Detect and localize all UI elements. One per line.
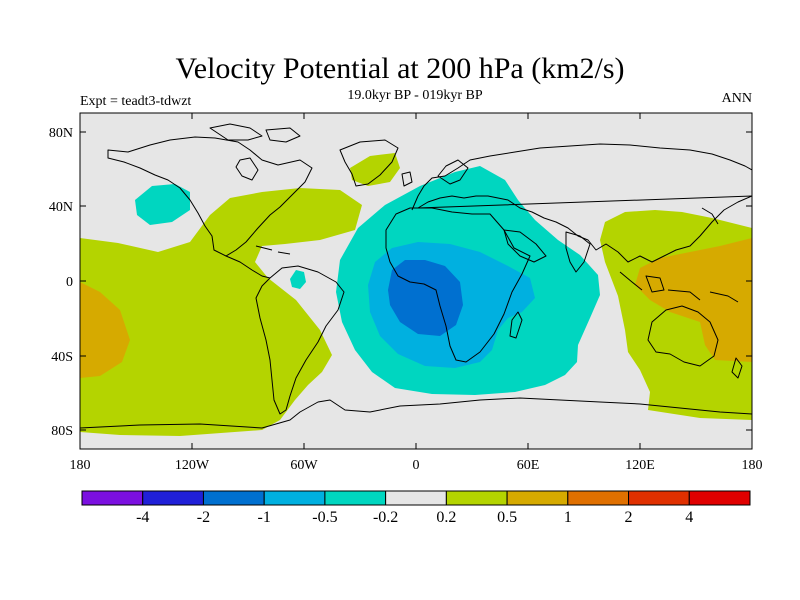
colorbar-swatch bbox=[445, 490, 508, 506]
coastline-south-america bbox=[255, 265, 345, 415]
colorbar-swatch bbox=[324, 490, 387, 506]
x-tick-label: 60W bbox=[290, 458, 318, 473]
y-tick-label: 80S bbox=[51, 424, 73, 439]
y-tick-label: 40S bbox=[51, 350, 73, 365]
colorbar-label: -0.2 bbox=[373, 509, 398, 526]
colorbar-label: 1 bbox=[564, 509, 572, 526]
x-tick-label: 180 bbox=[742, 458, 763, 473]
colorbar-swatch bbox=[506, 490, 569, 506]
contour-negative-africa-core bbox=[388, 260, 463, 336]
y-tick-label: 40N bbox=[49, 200, 73, 215]
coastline-north-america bbox=[107, 136, 313, 257]
experiment-label: Expt = teadt3-tdwzt bbox=[80, 94, 192, 109]
colorbar-swatch bbox=[385, 490, 447, 506]
y-tick-label: 80N bbox=[49, 126, 73, 141]
coastline-africa bbox=[385, 207, 531, 363]
coastline-british-isles bbox=[401, 171, 413, 187]
coastline-japan bbox=[701, 207, 719, 225]
colorbar-swatch bbox=[81, 490, 144, 506]
coastline-australia bbox=[647, 305, 719, 367]
x-tick-label: 120W bbox=[175, 458, 210, 473]
coastline-new-zealand bbox=[731, 357, 743, 379]
coastline-central-america bbox=[225, 255, 271, 279]
coastline-greenland bbox=[339, 139, 399, 187]
coastline-eurasia bbox=[411, 143, 752, 263]
colorbar-label: -2 bbox=[197, 509, 210, 526]
colorbar-swatch bbox=[263, 490, 326, 506]
colorbar-swatch bbox=[628, 490, 690, 506]
coastline-india bbox=[565, 231, 591, 273]
contour-positive-east-pacific bbox=[80, 188, 362, 436]
contour-negative-amazon bbox=[290, 270, 306, 289]
contour-fields bbox=[80, 153, 752, 436]
colorbar-label: 0.5 bbox=[497, 509, 517, 526]
x-tick-label: 180 bbox=[70, 458, 91, 473]
colorbar-swatch bbox=[142, 490, 204, 506]
map-title: Velocity Potential at 200 hPa (km2/s) bbox=[175, 52, 625, 85]
axis-ticks bbox=[79, 113, 753, 449]
colorbar-label: 4 bbox=[685, 509, 693, 526]
colorbar-label: -1 bbox=[258, 509, 271, 526]
y-tick-label: 0 bbox=[66, 275, 73, 290]
season-label: ANN bbox=[721, 91, 752, 106]
colorbar-label: 0.2 bbox=[436, 509, 456, 526]
colorbar-swatch bbox=[567, 490, 630, 506]
coastline-madagascar bbox=[509, 311, 523, 339]
contour-negative-north-pacific bbox=[135, 184, 190, 225]
contour-positive-greenland bbox=[350, 153, 400, 186]
coastline-scandinavia bbox=[437, 159, 469, 185]
contour-positive-maritime-continent bbox=[635, 238, 752, 362]
coastlines bbox=[80, 123, 752, 429]
colorbar-label: 2 bbox=[625, 509, 633, 526]
coastline-arctic-islands bbox=[209, 123, 301, 143]
coastline-maritime-continent bbox=[619, 271, 739, 303]
x-tick-label: 0 bbox=[413, 458, 420, 473]
colorbar: -4 -2 -1 -0.5 -0.2 0.2 0.5 1 2 4 bbox=[81, 490, 751, 526]
coastline-arabia bbox=[503, 229, 547, 263]
coastline-hudson-bay bbox=[235, 157, 259, 181]
coastline-antarctica bbox=[80, 397, 752, 429]
coastline-caribbean bbox=[255, 245, 291, 255]
colorbar-label: -4 bbox=[136, 509, 149, 526]
x-tick-label: 120E bbox=[625, 458, 655, 473]
contour-positive-central-pacific bbox=[80, 282, 130, 378]
map-subtitle: 19.0kyr BP - 019kyr BP bbox=[347, 88, 483, 103]
colorbar-swatch bbox=[688, 490, 751, 506]
colorbar-swatch bbox=[202, 490, 265, 506]
colorbar-label: -0.5 bbox=[312, 509, 337, 526]
x-tick-label: 60E bbox=[517, 458, 540, 473]
